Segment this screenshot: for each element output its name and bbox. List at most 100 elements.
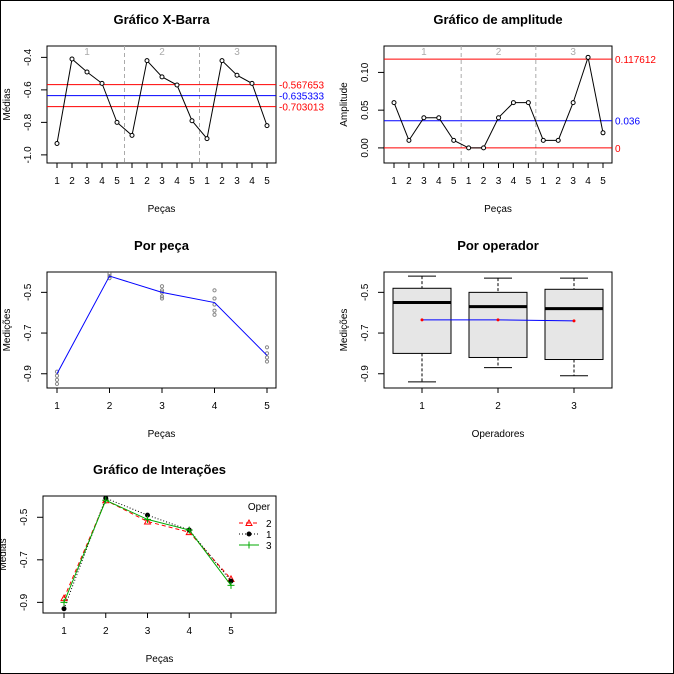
data-point-0-1	[69, 56, 75, 62]
x-tick-label-1-10: 1	[541, 176, 547, 187]
measurement-point-0-2	[54, 377, 60, 382]
x-tick-label-0-7: 3	[159, 176, 165, 187]
data-point-0-9	[189, 118, 195, 124]
data-point-1-8	[510, 100, 516, 106]
data-point-0-5	[129, 132, 135, 138]
data-point-0-14	[264, 123, 270, 129]
data-point-0-2	[84, 69, 90, 75]
x-tick-label-1-2: 3	[421, 176, 427, 187]
group-label-1-2: 3	[570, 47, 576, 58]
chart-title-2: Por peça	[134, 238, 190, 253]
x-tick-label-0-3: 4	[99, 176, 105, 187]
x-tick-label-1-6: 2	[481, 176, 487, 187]
y-tick-label-1-0: 0.00	[360, 138, 371, 158]
x-tick-label-0-1: 2	[69, 176, 75, 187]
legend-marker-3	[245, 541, 253, 549]
measurement-point-3-3	[212, 308, 217, 313]
x-tick-label-4-0: 1	[61, 626, 67, 637]
x-tick-label-2-0: 1	[54, 401, 60, 412]
data-point-1-10	[540, 137, 546, 143]
measurement-point-0-1	[54, 373, 60, 378]
x-axis-label-1: Peças	[484, 204, 512, 215]
legend-marker-2	[245, 518, 253, 526]
x-tick-label-0-6: 2	[144, 176, 150, 187]
x-tick-label-1-11: 2	[555, 176, 561, 187]
data-point-1-0	[391, 100, 397, 106]
y-tick-label-3-0: -0.9	[360, 365, 371, 383]
x-tick-label-1-3: 4	[436, 176, 442, 187]
x-axis-label-4: Peças	[146, 654, 174, 665]
y-tick-label-0-0: -1.0	[23, 146, 34, 164]
interaction-marker-3-1	[102, 496, 110, 504]
y-axis-label-1: Amplitude	[339, 82, 350, 127]
x-tick-label-1-1: 2	[406, 176, 412, 187]
data-point-1-13	[585, 54, 591, 60]
y-tick-label-0-2: -0.6	[23, 81, 34, 99]
chart-title-4: Gráfico de Interações	[93, 462, 226, 477]
operator-mean-point-0	[420, 318, 424, 322]
y-tick-label-2-1: -0.7	[23, 324, 34, 342]
limit-label-1-2: 0	[615, 144, 621, 155]
data-point-1-4	[451, 137, 457, 143]
data-point-0-11	[219, 58, 225, 64]
interaction-marker-3-4	[227, 581, 235, 589]
measurement-point-4-3	[264, 359, 270, 364]
x-tick-label-1-9: 5	[526, 176, 532, 187]
x-tick-label-2-2: 3	[159, 401, 165, 412]
legend-label-1: 1	[266, 530, 272, 541]
x-tick-label-4-3: 4	[186, 626, 192, 637]
x-tick-label-1-12: 3	[570, 176, 576, 187]
data-point-1-6	[481, 145, 487, 151]
x-tick-label-3-1: 2	[495, 401, 501, 412]
x-tick-label-2-4: 5	[264, 401, 270, 412]
y-tick-label-4-0: -0.9	[19, 593, 30, 611]
y-tick-label-3-1: -0.7	[360, 324, 371, 342]
legend-label-3: 3	[266, 541, 272, 552]
chart-title-1: Gráfico de amplitude	[433, 12, 562, 27]
x-tick-label-3-0: 1	[419, 401, 425, 412]
x-axis-label-2: Peças	[148, 429, 176, 440]
y-axis-label-4: Médias	[0, 538, 9, 570]
data-point-1-11	[555, 137, 561, 143]
measurement-point-3-0	[212, 288, 217, 293]
plot-box-1	[383, 45, 613, 164]
data-point-0-3	[99, 80, 105, 86]
x-tick-label-0-0: 1	[54, 176, 60, 187]
x-tick-label-4-1: 2	[103, 626, 109, 637]
data-point-1-1	[406, 137, 412, 143]
limit-label-1-1: 0.036	[615, 117, 640, 128]
group-label-0-2: 3	[234, 47, 240, 58]
operator-mean-point-1	[496, 318, 500, 322]
measurement-point-4-2	[264, 355, 270, 360]
box-2	[544, 288, 604, 361]
x-tick-label-4-4: 5	[228, 626, 234, 637]
group-label-1-0: 1	[421, 47, 427, 58]
y-axis-label-0: Médias	[2, 88, 13, 120]
box-1	[468, 291, 528, 358]
x-axis-label-0: Peças	[148, 204, 176, 215]
x-tick-label-0-9: 5	[189, 176, 195, 187]
x-tick-label-0-5: 1	[129, 176, 135, 187]
x-axis-label-3: Operadores	[472, 429, 525, 440]
data-point-0-13	[249, 80, 255, 86]
x-tick-label-2-1: 2	[107, 401, 113, 412]
y-axis-label-3: Medições	[339, 309, 350, 352]
measurement-point-2-3	[159, 294, 165, 299]
y-tick-label-0-1: -0.8	[23, 113, 34, 131]
x-tick-label-0-13: 4	[249, 176, 255, 187]
measurement-point-2-4	[159, 296, 165, 301]
data-point-0-10	[204, 136, 210, 142]
limit-label-1-0: 0.117612	[615, 55, 656, 66]
x-tick-label-2-3: 4	[212, 401, 218, 412]
x-tick-label-1-7: 3	[496, 176, 502, 187]
data-point-1-12	[570, 100, 576, 106]
chart-title-3: Por operador	[457, 238, 539, 253]
y-tick-label-2-2: -0.5	[23, 283, 34, 301]
y-tick-label-3-2: -0.5	[360, 283, 371, 301]
plot-box-0	[46, 45, 277, 164]
data-point-1-5	[466, 145, 472, 151]
x-tick-label-1-8: 4	[511, 176, 517, 187]
mean-line	[56, 275, 268, 374]
legend-title: Oper	[248, 502, 271, 513]
